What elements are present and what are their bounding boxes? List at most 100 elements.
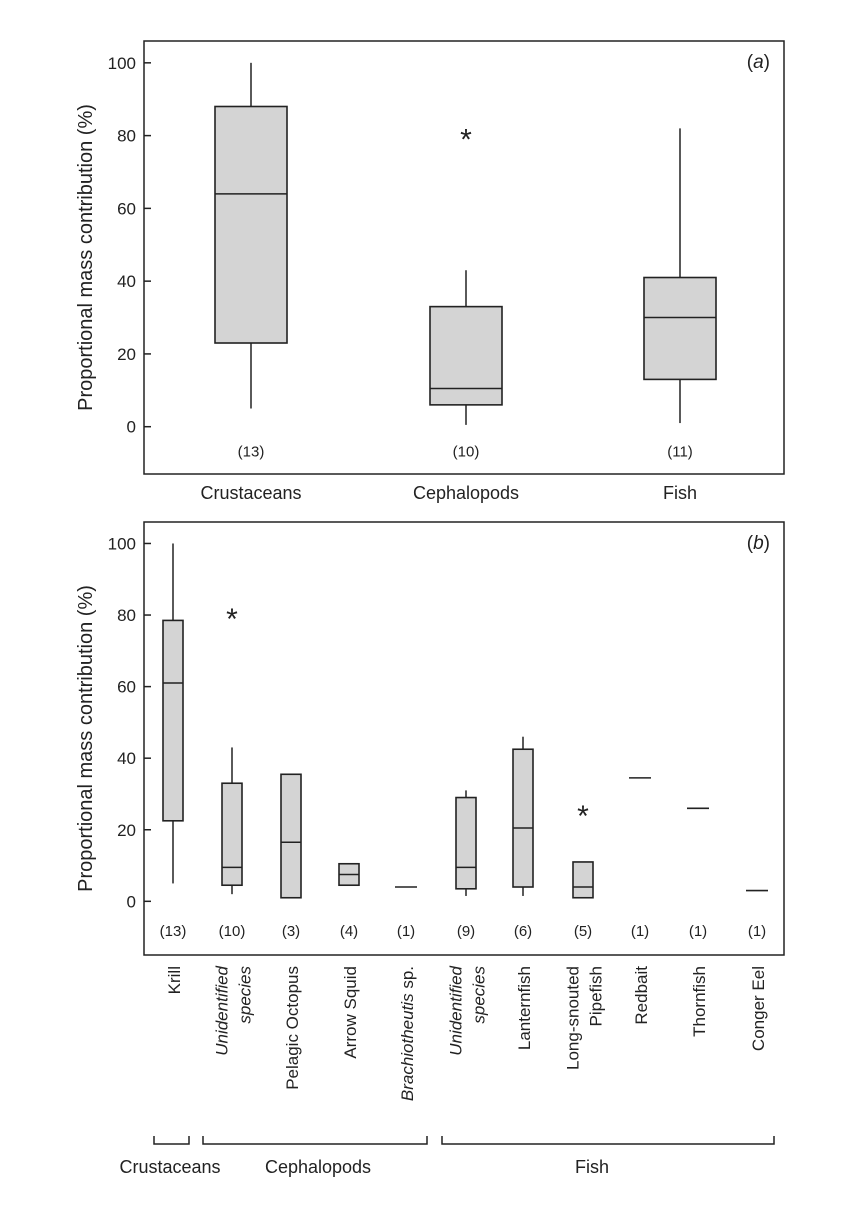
- count-label: (5): [574, 923, 592, 940]
- count-label: (13): [238, 443, 265, 460]
- box-1: * (10): [429, 124, 503, 460]
- iqr-box: [572, 861, 594, 899]
- group-label: Cephalopods: [265, 1157, 371, 1177]
- x-category-label: Long-snouted Pipefish: [564, 966, 606, 1070]
- x-category-label: Brachiotheutis sp.: [398, 966, 417, 1101]
- outlier-marker: *: [226, 603, 238, 636]
- group-bracket-line: [202, 1136, 428, 1145]
- count-label: (1): [748, 923, 766, 940]
- x-category-label-line: Long-snouted: [564, 966, 583, 1070]
- plot-frame: [143, 521, 785, 956]
- x-category-label-line: Krill: [165, 966, 184, 994]
- box-3: (4): [338, 862, 360, 940]
- x-category-label-text: Brachiotheutis sp.: [398, 966, 417, 1101]
- panel-label: (b): [747, 533, 770, 554]
- group-label: Fish: [575, 1157, 609, 1177]
- outlier-marker: *: [460, 124, 472, 157]
- box-8: (1): [629, 777, 651, 940]
- box-4: (1): [395, 886, 417, 940]
- count-label: (10): [219, 923, 246, 940]
- y-tick-label: 0: [127, 892, 136, 911]
- y-tick-label: 80: [117, 127, 136, 146]
- y-tick-label: 60: [117, 199, 136, 218]
- group-label: Crustaceans: [119, 1157, 220, 1177]
- plot-frame: [143, 40, 785, 475]
- iqr-box: [455, 796, 477, 890]
- x-category-label-line: species: [236, 966, 255, 1024]
- box-0: (13): [160, 543, 187, 940]
- y-axis-label: Proportional mass contribution (%): [75, 585, 97, 892]
- y-tick-label: 20: [117, 345, 136, 364]
- iqr-box: [643, 276, 717, 381]
- box-10: (1): [746, 889, 768, 940]
- y-tick-label: 20: [117, 821, 136, 840]
- group-bracket-line: [441, 1136, 775, 1145]
- x-category-label: Redbait: [632, 966, 651, 1025]
- box-1: * (10): [219, 603, 246, 940]
- y-tick-label: 40: [117, 749, 136, 768]
- x-category-label-line: Arrow Squid: [341, 966, 360, 1059]
- y-tick-label: 60: [117, 678, 136, 697]
- x-category-label-line: Conger Eel: [749, 966, 768, 1051]
- count-label: (1): [631, 923, 649, 940]
- x-category-label: Unidentified species: [213, 965, 255, 1055]
- x-category-label-line: Pelagic Octopus: [283, 966, 302, 1090]
- x-category-label-part: sp.: [398, 966, 417, 993]
- x-category-label: Thornfish: [690, 966, 709, 1037]
- panel-a: 0 20 40 60 80 100 Proportional mass contributi…: [75, 40, 785, 503]
- y-tick-label: 0: [127, 418, 136, 437]
- outlier-marker: *: [577, 800, 589, 833]
- x-category-label: Unidentified species: [447, 965, 489, 1055]
- x-category-label-line: Redbait: [632, 966, 651, 1025]
- count-label: (3): [282, 923, 300, 940]
- x-category-label: Crustaceans: [200, 483, 301, 503]
- iqr-box: [221, 782, 243, 887]
- group-bracket-0: Crustaceans: [119, 1136, 221, 1177]
- y-tick-label: 100: [108, 534, 136, 553]
- count-label: (9): [457, 923, 475, 940]
- box-0: (13): [214, 62, 288, 460]
- x-category-label-line: Unidentified: [213, 965, 232, 1055]
- x-category-label: Cephalopods: [413, 483, 519, 503]
- group-bracket-line: [153, 1136, 190, 1145]
- x-category-label: Krill: [165, 966, 184, 994]
- iqr-box: [429, 305, 503, 406]
- panel-label: (a): [747, 52, 770, 73]
- box-2: (3): [280, 773, 302, 940]
- iqr-box: [512, 748, 534, 888]
- count-label: (6): [514, 923, 532, 940]
- y-tick-label: 100: [108, 54, 136, 73]
- count-label: (1): [689, 923, 707, 940]
- group-bracket-2: Fish: [441, 1136, 775, 1177]
- x-category-label-part: Brachiotheutis: [398, 993, 417, 1101]
- count-label: (10): [453, 443, 480, 460]
- box-7: * (5): [572, 800, 594, 940]
- count-label: (13): [160, 923, 187, 940]
- y-axis-label: Proportional mass contribution (%): [75, 104, 97, 411]
- x-category-label-line: Thornfish: [690, 966, 709, 1037]
- x-category-label: Pelagic Octopus: [283, 966, 302, 1090]
- x-category-label-line: Lanternfish: [515, 966, 534, 1050]
- y-tick-label: 80: [117, 606, 136, 625]
- group-bracket-1: Cephalopods: [202, 1136, 428, 1177]
- iqr-box: [162, 619, 184, 822]
- count-label: (4): [340, 923, 358, 940]
- x-category-label-line: species: [470, 966, 489, 1024]
- count-label: (11): [667, 443, 693, 460]
- x-category-label: Fish: [663, 483, 697, 503]
- x-category-label: Lanternfish: [515, 966, 534, 1050]
- box-9: (1): [687, 807, 709, 940]
- x-category-label-line: Pipefish: [587, 966, 606, 1026]
- box-2: (11): [643, 128, 717, 460]
- y-tick-label: 40: [117, 272, 136, 291]
- iqr-box: [214, 105, 288, 344]
- box-5: (9): [455, 790, 477, 940]
- panel-b: 0 20 40 60 80 100 Proportional mass contributi…: [75, 521, 785, 1177]
- x-category-label: Conger Eel: [749, 966, 768, 1051]
- x-category-label: Arrow Squid: [341, 966, 360, 1059]
- x-category-label-line: Unidentified: [447, 965, 466, 1055]
- count-label: (1): [397, 923, 415, 940]
- iqr-box: [280, 773, 302, 899]
- box-6: (6): [512, 736, 534, 940]
